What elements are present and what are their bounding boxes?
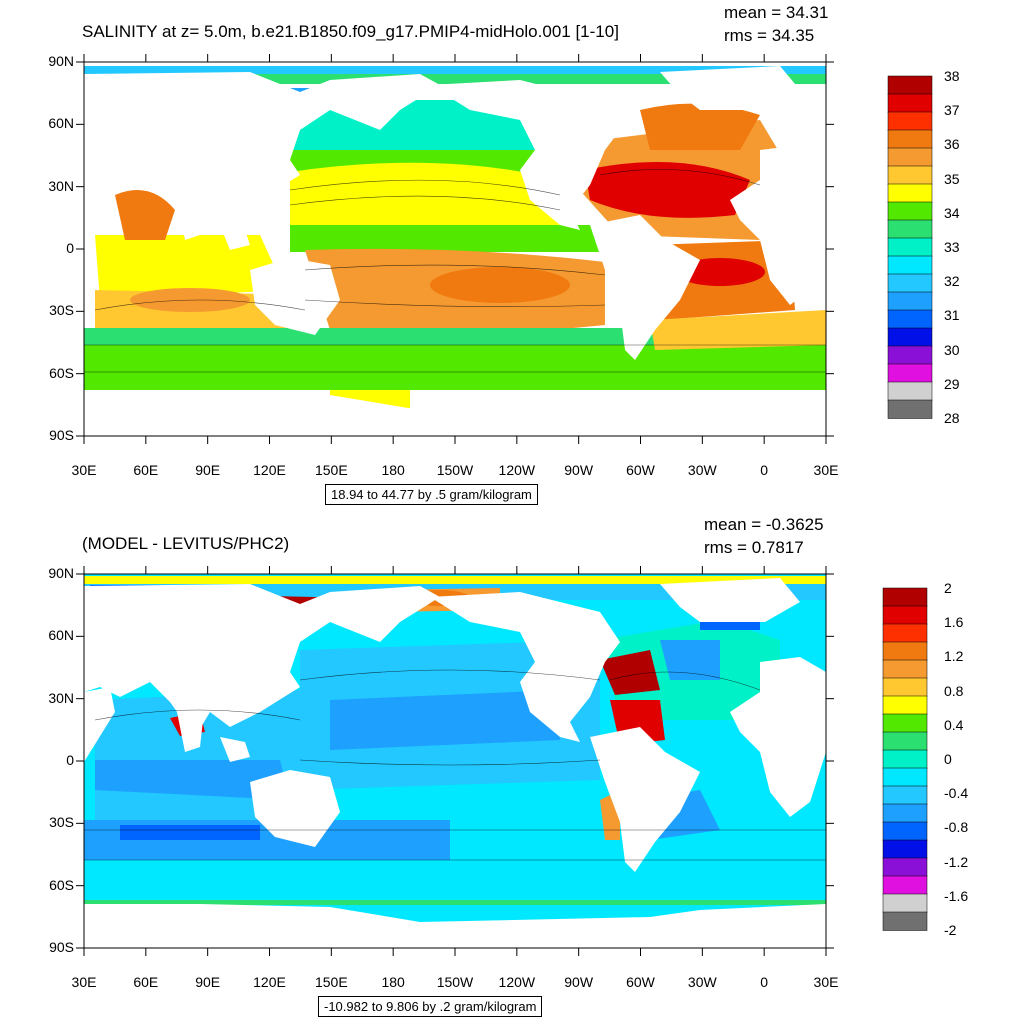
colorbar-label: 28 [944,410,960,426]
colorbar-swatch [887,399,933,419]
colorbar-label: 1.2 [944,648,964,665]
colorbar-label: 31 [944,307,960,324]
colorbar-label: 33 [944,239,960,255]
colorbar-swatch [882,605,928,625]
lon-tick-label: 180 [381,974,405,990]
lon-tick-label: 30W [687,462,717,478]
top-info-box: 18.94 to 44.77 by .5 gram/kilogram [325,484,538,505]
lon-tick-label: 0 [760,462,769,478]
lon-tick-label: 150W [436,974,474,990]
lat-tick-label: 60N [48,627,74,644]
lon-tick-label: 90E [195,974,221,990]
lon-tick-label: 30E [813,462,839,478]
lon-tick-label: 30W [687,974,717,990]
colorbar-swatch [882,749,928,769]
lon-tick-label: 90W [564,462,594,478]
colorbar-label: 0.4 [944,716,964,733]
colorbar-swatch [882,677,928,697]
lon-tick-label: 30E [71,462,97,478]
lat-tick-label: 30S [49,302,74,319]
top-mean: mean = 34.31 [724,3,829,22]
bottom-colorbar [882,587,928,931]
colorbar-swatch [882,713,928,733]
lon-tick-label: 120W [498,974,536,990]
lat-tick-label: 0 [66,752,74,768]
colorbar-label: -1.6 [944,887,969,904]
lat-tick-label: 60S [49,364,74,381]
lon-tick-label: 60E [133,974,159,990]
lon-tick-label: 60E [133,462,159,478]
colorbar-swatch [882,587,928,607]
colorbar-label: 32 [944,273,960,290]
colorbar-label: 2 [944,580,952,596]
colorbar-swatch [882,839,928,859]
lat-tick-label: 60N [48,115,74,132]
lon-tick-label: 120W [498,462,536,478]
lat-tick-label: 30S [49,814,74,831]
colorbar-label: 1.6 [944,614,964,631]
colorbar-swatch [882,695,928,715]
lon-tick-label: 60W [626,974,655,990]
lon-tick-label: 30E [71,974,97,990]
lat-tick-label: 0 [66,240,74,256]
colorbar-label: -1.2 [944,853,969,870]
colorbar-swatch [882,893,928,913]
lon-tick-label: 150E [314,974,348,990]
lat-tick-label: 90S [49,427,74,443]
bottom-title: (MODEL - LEVITUS/PHC2) [82,534,290,553]
colorbar-swatch [882,767,928,787]
lon-tick-label: 180 [381,462,405,478]
top-title: SALINITY at z= 5.0m, b.e21.B1850.f09_g17… [82,22,619,41]
lat-tick-label: 30N [48,177,74,194]
lat-tick-label: 60S [49,876,74,893]
colorbar-swatch [882,623,928,643]
lat-tick-label: 90S [49,939,74,955]
colorbar-label: -0.8 [944,819,969,836]
top-colorbar [887,75,933,419]
colorbar-label: 0.8 [944,682,964,699]
colorbar-label: 37 [944,102,960,119]
lon-tick-label: 60W [626,462,655,478]
bottom-info-box: -10.982 to 9.806 by .2 gram/kilogram [318,996,543,1017]
colorbar-label: -0.4 [944,785,969,802]
lon-tick-label: 150W [436,462,474,478]
colorbar-swatch [882,857,928,877]
colorbar-label: 29 [944,375,960,392]
colorbar-swatch [882,659,928,679]
lon-tick-label: 120E [253,462,286,478]
colorbar-label: 34 [944,204,960,221]
colorbar-swatch [882,875,928,895]
bottom-rms: rms = 0.7817 [704,538,804,557]
lon-tick-label: 120E [253,974,286,990]
lon-tick-label: 0 [760,974,769,990]
lon-tick-label: 90E [195,462,221,478]
colorbar-swatch [882,821,928,841]
colorbar-swatch [882,911,928,931]
colorbar-label: -2 [944,922,957,938]
colorbar-swatch [882,803,928,823]
bottom-mean: mean = -0.3625 [704,515,824,534]
colorbar-swatch [882,785,928,805]
colorbar-label: 35 [944,170,960,187]
lat-tick-label: 90N [48,53,74,69]
colorbar-label: 30 [944,341,960,358]
lat-tick-label: 90N [48,565,74,581]
colorbar-label: 38 [944,68,960,84]
lon-tick-label: 30E [813,974,839,990]
colorbar-swatch [882,731,928,751]
colorbar-label: 36 [944,136,960,153]
colorbar-swatch [882,641,928,661]
lon-tick-label: 150E [314,462,348,478]
colorbar-label: 0 [944,751,952,767]
lon-tick-label: 90W [564,974,594,990]
top-rms: rms = 34.35 [724,26,815,45]
lat-tick-label: 30N [48,689,74,706]
